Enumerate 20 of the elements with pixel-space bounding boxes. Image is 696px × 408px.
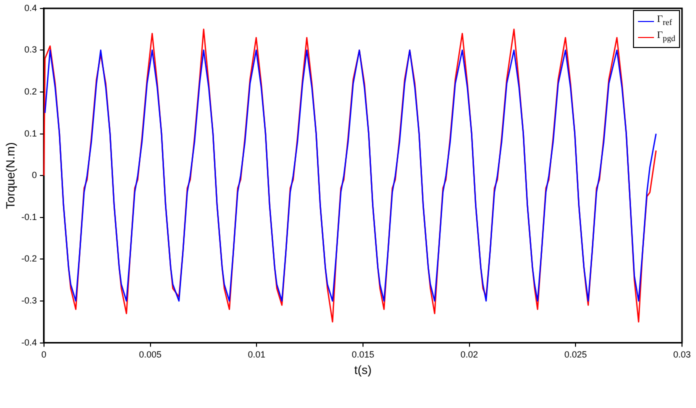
y-tick-label: 0 xyxy=(32,170,37,180)
y-tick-label: 0.3 xyxy=(24,44,37,55)
y-tick-label: -0.4 xyxy=(21,337,37,348)
legend-label: Γ$_{ref}$ xyxy=(657,13,672,30)
y-tick-label: -0.1 xyxy=(21,212,37,222)
y-tick-label: 0.4 xyxy=(24,2,37,13)
x-tick-label: 0 xyxy=(41,350,46,360)
y-tick-label: -0.3 xyxy=(21,295,37,306)
x-tick-label: 0.025 xyxy=(564,350,587,360)
y-axis-title: Torque(N.m) xyxy=(4,142,18,209)
x-tick-label: 0.01 xyxy=(248,350,266,360)
y-tick-label: -0.2 xyxy=(21,254,37,264)
y-tick-label: 0.1 xyxy=(24,128,37,138)
x-tick-label: 0.02 xyxy=(460,350,478,360)
y-tick-label: 0.2 xyxy=(24,86,37,96)
x-tick-label: 0.015 xyxy=(352,350,374,360)
x-axis-title: t(s) xyxy=(354,363,372,378)
x-tick-label: 0.03 xyxy=(673,350,691,360)
legend-label: Γ$_{pgd}$ xyxy=(657,29,676,46)
x-tick-label: 0.005 xyxy=(138,350,162,360)
